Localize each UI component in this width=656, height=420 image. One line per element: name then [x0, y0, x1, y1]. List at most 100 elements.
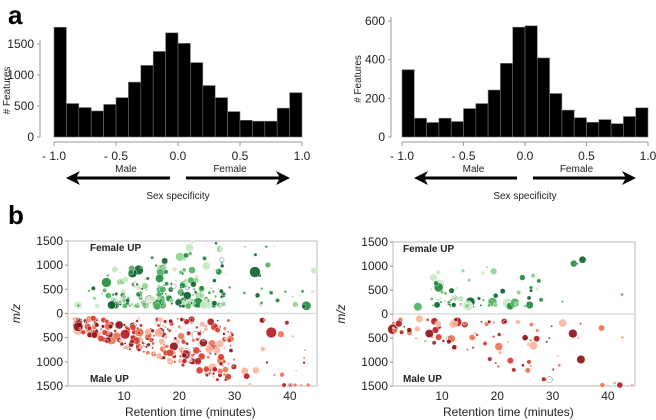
male-up-point — [497, 350, 503, 355]
female-up-point — [153, 302, 162, 311]
male-up-point — [487, 319, 492, 324]
male-up-point — [224, 336, 228, 341]
arrow-right-icon — [276, 171, 290, 185]
male-up-point — [128, 347, 132, 351]
female-up-point — [122, 303, 128, 309]
male-up-point — [395, 320, 403, 328]
male-up-point — [414, 337, 418, 340]
female-up-point — [105, 292, 112, 299]
female-up-point — [169, 282, 173, 286]
female-up-point — [413, 302, 423, 312]
female-up-point — [479, 304, 483, 307]
female-up-point — [443, 291, 448, 296]
male-up-point — [449, 319, 458, 329]
female-up-point — [433, 280, 439, 287]
female-up-point — [249, 266, 261, 278]
female-up-point — [228, 285, 232, 289]
male-up-point — [198, 341, 204, 347]
female-up-point — [151, 275, 155, 279]
female-up-point — [164, 292, 167, 295]
female-up-point — [460, 268, 466, 273]
male-up-point — [203, 365, 210, 373]
y-tick-label: 0 — [381, 307, 388, 321]
male-up-point — [279, 372, 285, 378]
male-up-point — [208, 371, 212, 376]
female-up-point — [128, 304, 132, 308]
y-tick-label: 600 — [365, 14, 385, 28]
male-up-point — [475, 333, 479, 337]
female-up-point — [220, 263, 225, 268]
female-up-point — [429, 273, 438, 282]
male-up-point — [104, 319, 110, 324]
male-up-point — [222, 372, 227, 377]
male-label: Male — [115, 164, 137, 175]
male-up-point — [189, 359, 193, 363]
female-up-point — [185, 243, 194, 253]
female-up-point — [300, 289, 305, 294]
male-up-point — [528, 338, 533, 342]
male-up-point — [179, 354, 182, 358]
male-up-point — [222, 366, 229, 373]
female-up-point — [275, 297, 281, 303]
histogram-bar — [512, 26, 526, 138]
female-up-point — [243, 245, 247, 249]
female-up-point — [459, 302, 463, 306]
male-up-point — [284, 320, 290, 326]
female-up-point — [157, 284, 161, 288]
male-up-point — [471, 346, 475, 350]
female-up-point — [182, 267, 187, 272]
female-up-point — [125, 298, 130, 303]
histogram-bar — [227, 111, 241, 138]
female-up-point — [260, 287, 264, 291]
female-up-point — [114, 292, 119, 296]
male-up-point — [211, 366, 218, 373]
male-up-point — [195, 337, 200, 342]
female-up-point — [620, 292, 624, 297]
male-up-point — [205, 345, 214, 354]
histogram-bar — [264, 120, 278, 138]
male-up-point — [546, 376, 553, 383]
male-up-point — [146, 342, 151, 347]
y-tick-label: 500 — [43, 282, 63, 296]
male-up-point — [291, 334, 295, 338]
female-up-point — [490, 267, 498, 275]
female-up-point — [155, 291, 162, 298]
male-up-point — [104, 338, 109, 344]
male-up-point — [599, 382, 605, 388]
histogram-bar — [190, 62, 204, 138]
male-up-point — [179, 349, 183, 354]
histogram-left: 0 500 1000 1500 - 1.0 - 0.5 0.0 0.5 1.0 # Feature… — [2, 26, 311, 202]
x-tick-label: 0.0 — [517, 149, 534, 163]
female-up-point — [214, 241, 218, 245]
female-up-point — [431, 304, 435, 307]
female-up-point — [525, 301, 534, 310]
female-up-point — [259, 301, 264, 305]
arrow-left-icon — [414, 171, 428, 185]
male-up-point — [292, 382, 297, 388]
histogram-bar — [475, 103, 489, 138]
male-up-point — [135, 319, 139, 323]
female-up-point — [467, 278, 472, 283]
female-up-point — [264, 262, 271, 268]
male-up-point — [222, 359, 227, 364]
male-up-point — [214, 327, 221, 333]
male-up-point — [107, 323, 113, 330]
male-up-point — [97, 335, 105, 342]
male-up-point — [414, 325, 421, 333]
female-up-point — [185, 285, 190, 290]
female-up-point — [530, 273, 536, 279]
y-tick-label: 400 — [365, 53, 385, 67]
male-up-point — [73, 321, 84, 332]
female-up-point — [190, 281, 197, 288]
male-up-point — [191, 338, 196, 343]
male-up-point — [91, 331, 98, 339]
male-up-point — [446, 339, 452, 345]
female-up-point — [264, 245, 268, 249]
histogram-bar — [115, 97, 129, 138]
female-up-point — [118, 271, 122, 274]
female-up-point — [439, 300, 443, 304]
male-up-point — [137, 331, 141, 335]
male-up-point — [181, 339, 186, 345]
female-up-point — [132, 281, 138, 288]
y-tick-label: 1000 — [361, 355, 388, 369]
